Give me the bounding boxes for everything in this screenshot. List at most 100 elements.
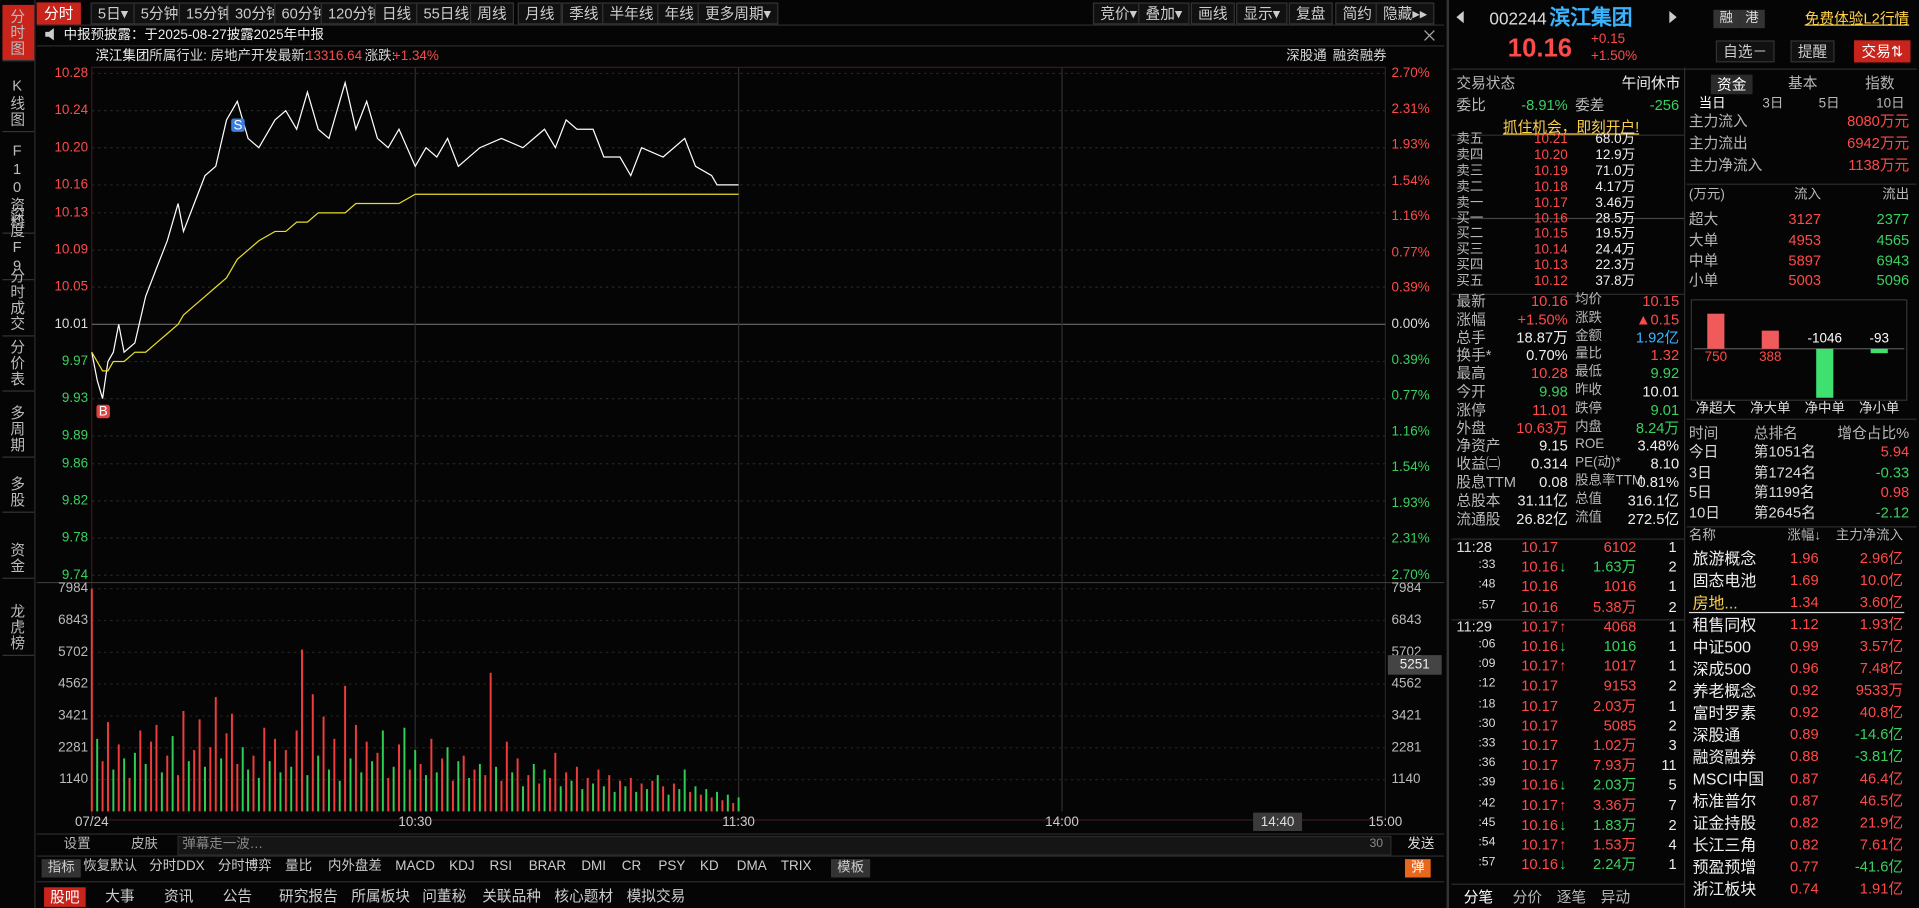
side-tab[interactable]: 深度F9	[2, 203, 35, 281]
quote-tab[interactable]: 逐笔	[1556, 888, 1587, 906]
indicator-tab[interactable]: MACD	[395, 859, 435, 874]
period-tab[interactable]: 半年线	[602, 2, 661, 25]
tool-button[interactable]: 竞价▾	[1092, 2, 1145, 25]
indicator-tab[interactable]: PSY	[658, 859, 686, 874]
period-tab[interactable]: 30分钟	[227, 2, 289, 25]
side-tab[interactable]: 分时图	[2, 4, 35, 62]
fund-tab[interactable]: 基本	[1788, 74, 1818, 92]
tool-button[interactable]: 画线	[1190, 2, 1235, 25]
link[interactable]: 深股通	[1286, 48, 1327, 64]
danmu-toggle[interactable]: 弹	[1404, 859, 1431, 878]
bottom-tab[interactable]: 资讯	[163, 887, 194, 905]
period-tab[interactable]: 年线	[657, 2, 702, 25]
sector-name[interactable]: 标准普尔	[1692, 791, 1757, 811]
quote-tab[interactable]: 分价	[1512, 888, 1543, 906]
sector-name[interactable]: 养老概念	[1692, 681, 1757, 701]
sector-name[interactable]: 融资融券	[1692, 747, 1757, 767]
indicator-tab[interactable]: DMI	[581, 859, 607, 874]
bottom-tab[interactable]: 研究报告	[279, 887, 338, 905]
volume-bar	[268, 761, 271, 812]
indicator-tab[interactable]: 恢复默认	[83, 859, 138, 874]
promo-link[interactable]: 抓住机会，即刻开户!	[1502, 118, 1640, 136]
indicator-tab[interactable]: 模板	[830, 859, 871, 878]
sector-name[interactable]: 浙江板块	[1692, 879, 1757, 899]
sector-name[interactable]: 租售同权	[1692, 615, 1757, 634]
side-tab[interactable]: F10资料	[2, 138, 35, 234]
settings-button[interactable]: 设置	[63, 837, 91, 852]
period-tab[interactable]: 月线	[517, 2, 562, 25]
bottom-tab[interactable]: 核心题材	[554, 887, 614, 905]
side-tab[interactable]: 多周期	[2, 401, 35, 458]
fund-tab[interactable]: 指数	[1865, 74, 1895, 92]
tool-button[interactable]: 复盘	[1288, 2, 1333, 25]
side-tab[interactable]: 多股	[2, 472, 35, 513]
period-tab[interactable]: 5分钟	[133, 2, 186, 25]
bottom-tab[interactable]: 大事	[105, 887, 135, 905]
bottom-tab[interactable]: 所属板块	[351, 887, 411, 905]
indicator-tab[interactable]: KD	[700, 859, 719, 874]
side-tab[interactable]: K线图	[2, 73, 35, 133]
period-tab[interactable]: 日线	[374, 2, 419, 25]
label: 11	[1661, 756, 1677, 774]
sector-name[interactable]: 中证500	[1692, 637, 1751, 656]
period-tab[interactable]: 55日线	[416, 2, 477, 25]
period-tab[interactable]: 更多周期▾	[697, 2, 779, 25]
bottom-tab[interactable]: 公告	[222, 887, 253, 905]
period-tab[interactable]: 60分钟	[274, 2, 335, 25]
link[interactable]: 融资融券	[1332, 48, 1387, 64]
quote-tab[interactable]: 异动	[1600, 888, 1631, 906]
indicator-tab[interactable]: TRIX	[780, 859, 812, 874]
quote-tab[interactable]: 分笔	[1463, 888, 1494, 906]
indicator-tab[interactable]: 指标	[41, 859, 81, 878]
danmu-input[interactable]	[177, 835, 1392, 856]
indicator-tab[interactable]: CR	[621, 859, 642, 874]
indicator-tab[interactable]: 量比	[285, 859, 313, 874]
label: ↑	[1559, 657, 1567, 675]
send-button[interactable]: 发送	[1407, 837, 1435, 852]
watch-button[interactable]: 自选－	[1715, 40, 1775, 63]
sector-name[interactable]: 富时罗素	[1692, 703, 1757, 723]
fund-tab[interactable]: 资金	[1710, 74, 1753, 95]
indicator-tab[interactable]: RSI	[489, 859, 512, 874]
period-tab[interactable]: 当日	[1698, 96, 1726, 112]
indicator-tab[interactable]: 分时博弈	[217, 859, 272, 874]
side-tab[interactable]: 龙虎榜	[2, 600, 35, 656]
sector-name[interactable]: 预盈预增	[1692, 857, 1757, 877]
tool-button[interactable]: 隐藏▸▸	[1375, 2, 1435, 25]
sector-name[interactable]: 深成500	[1692, 659, 1751, 679]
bottom-tab[interactable]: 问董秘	[422, 887, 467, 905]
bottom-tab[interactable]: 模拟交易	[626, 887, 686, 905]
tool-button[interactable]: 叠加▾	[1138, 2, 1190, 25]
sector-name[interactable]: 证金持股	[1692, 813, 1757, 833]
bottom-tab[interactable]: 股吧	[44, 887, 86, 907]
trade-button[interactable]: 交易⇅	[1854, 40, 1911, 63]
indicator-tab[interactable]: DMA	[736, 859, 767, 874]
period-tab[interactable]: 10日	[1876, 96, 1905, 112]
period-tab[interactable]: 周线	[469, 2, 515, 25]
sector-name[interactable]: MSCI中国	[1692, 769, 1765, 789]
sector-name[interactable]: 房地...	[1692, 593, 1738, 612]
period-tab[interactable]: 15分钟	[178, 2, 240, 25]
indicator-tab[interactable]: KDJ	[449, 859, 475, 874]
indicator-tab[interactable]: 分时DDX	[149, 859, 205, 874]
l2-link[interactable]: 免费体验L2行情	[1804, 9, 1910, 27]
alert-button[interactable]: 提醒	[1790, 40, 1835, 63]
side-tab[interactable]: 资金	[2, 538, 35, 579]
sector-name[interactable]: 长江三角	[1692, 835, 1757, 855]
period-tab[interactable]: 3日	[1762, 96, 1784, 112]
period-tab[interactable]: 季线	[561, 2, 606, 25]
bottom-tab[interactable]: 关联品种	[482, 887, 541, 905]
sector-name[interactable]: 旅游概念	[1692, 549, 1757, 568]
sector-name[interactable]: 固态电池	[1692, 571, 1757, 590]
period-tab[interactable]: 分时	[36, 2, 81, 25]
tool-button[interactable]: 显示▾	[1236, 2, 1288, 25]
period-tab[interactable]: 5日▾	[90, 2, 136, 25]
sector-name[interactable]: 深股通	[1692, 725, 1741, 745]
side-tab[interactable]: 分时成交	[2, 264, 35, 337]
period-tab[interactable]: 5日	[1818, 96, 1840, 112]
tool-button[interactable]: 简约	[1335, 2, 1380, 25]
skin-button[interactable]: 皮肤	[130, 837, 158, 852]
side-tab[interactable]: 分价表	[2, 335, 35, 392]
indicator-tab[interactable]: 内外盘差	[327, 859, 382, 874]
indicator-tab[interactable]: BRAR	[528, 859, 567, 874]
